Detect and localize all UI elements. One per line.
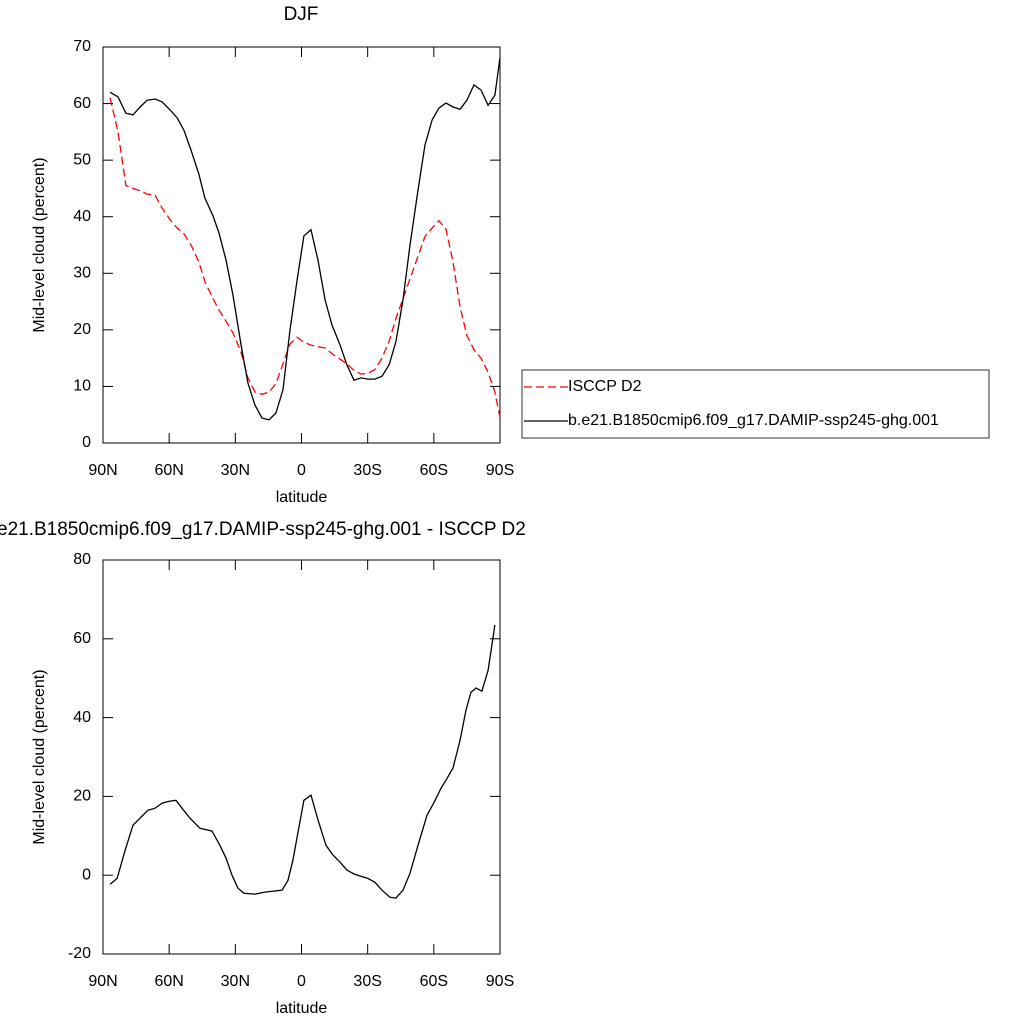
- data-line: [109, 57, 501, 421]
- y-tick-label: 60: [73, 630, 91, 647]
- x-tick-label: 60S: [420, 462, 448, 479]
- plot-frame: [102, 559, 501, 955]
- y-axis-label: Mid-level cloud (percent): [31, 669, 48, 844]
- x-tick-label: 0: [297, 462, 306, 479]
- x-axis-label: latitude: [276, 1000, 328, 1017]
- x-tick-label: 90N: [88, 462, 117, 479]
- y-tick-label: 50: [73, 151, 91, 168]
- x-tick-label: 30S: [353, 462, 381, 479]
- x-tick-label: 30S: [353, 973, 381, 990]
- x-tick-label: 30N: [221, 462, 250, 479]
- y-tick-label: 30: [73, 265, 91, 282]
- y-axis-label: Mid-level cloud (percent): [31, 157, 48, 332]
- x-tick-label: 90N: [88, 973, 117, 990]
- legend-box: [521, 369, 990, 439]
- data-line: [109, 624, 496, 899]
- data-line: [109, 97, 501, 418]
- x-tick-label: 60N: [154, 462, 183, 479]
- y-tick-label: 20: [73, 788, 91, 805]
- y-tick-label: 10: [73, 378, 91, 395]
- y-tick-label: 80: [73, 551, 91, 568]
- y-tick-label: 60: [73, 95, 91, 112]
- x-tick-label: 90S: [486, 462, 514, 479]
- y-tick-label: 0: [82, 434, 91, 451]
- y-tick-label: 70: [73, 38, 91, 55]
- chart-title: DJF: [284, 4, 319, 25]
- legend-label: b.e21.B1850cmip6.f09_g17.DAMIP-ssp245-gh…: [568, 412, 939, 429]
- chart-title: e21.B1850cmip6.f09_g17.DAMIP-ssp245-ghg.…: [0, 519, 526, 540]
- y-tick-label: -20: [68, 945, 91, 962]
- y-tick-label: 20: [73, 321, 91, 338]
- x-tick-label: 0: [297, 973, 306, 990]
- y-tick-label: 40: [73, 709, 91, 726]
- x-tick-label: 60N: [154, 973, 183, 990]
- x-tick-label: 30N: [221, 973, 250, 990]
- x-axis-label: latitude: [276, 489, 328, 506]
- legend-label: ISCCP D2: [568, 378, 642, 395]
- x-tick-label: 60S: [420, 973, 448, 990]
- y-tick-label: 40: [73, 208, 91, 225]
- x-tick-label: 90S: [486, 973, 514, 990]
- y-tick-label: 0: [82, 866, 91, 883]
